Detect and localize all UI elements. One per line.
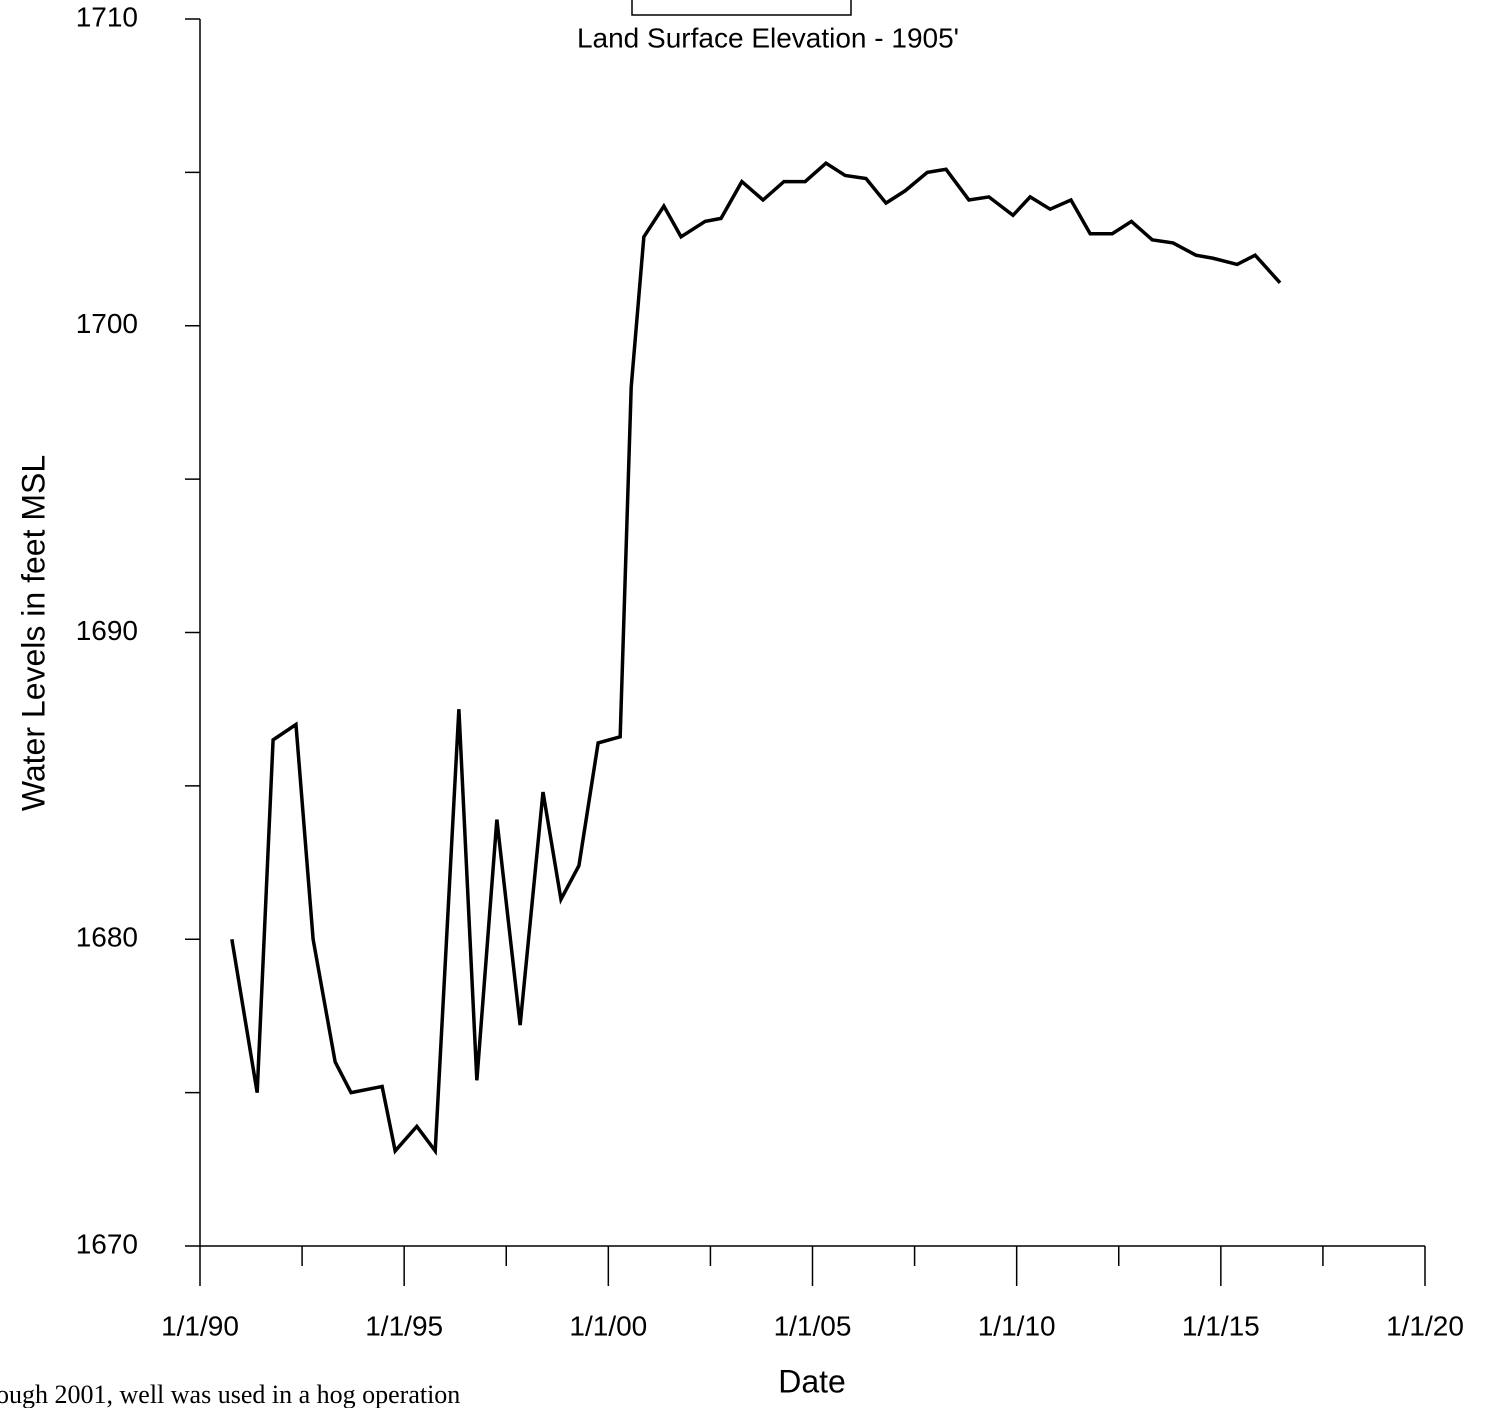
x-axis-label: Date — [778, 1363, 846, 1399]
data-line — [230, 160, 1282, 1156]
y-tick-label: 1700 — [76, 308, 138, 339]
y-tick-label: 1680 — [76, 922, 138, 953]
y-tick-label: 1670 — [76, 1228, 138, 1259]
x-tick-label: 1/1/00 — [569, 1310, 647, 1341]
x-tick-label: 1/1/95 — [365, 1310, 443, 1341]
x-tick-label: 1/1/90 — [161, 1310, 239, 1341]
x-tick-label: 1/1/05 — [774, 1310, 852, 1341]
chart-title: Land Surface Elevation - 1905' — [577, 22, 959, 53]
title-box — [631, 0, 852, 16]
x-tick-label: 1/1/20 — [1386, 1310, 1464, 1341]
x-tick-label: 1/1/10 — [978, 1310, 1056, 1341]
x-tick-label: 1/1/15 — [1182, 1310, 1260, 1341]
annotation: ough 2001, well was used in a hog operat… — [0, 1380, 460, 1408]
y-axis-label: Water Levels in feet MSL — [15, 455, 51, 811]
y-tick-label: 1710 — [76, 1, 138, 32]
y-tick-label: 1690 — [76, 615, 138, 646]
